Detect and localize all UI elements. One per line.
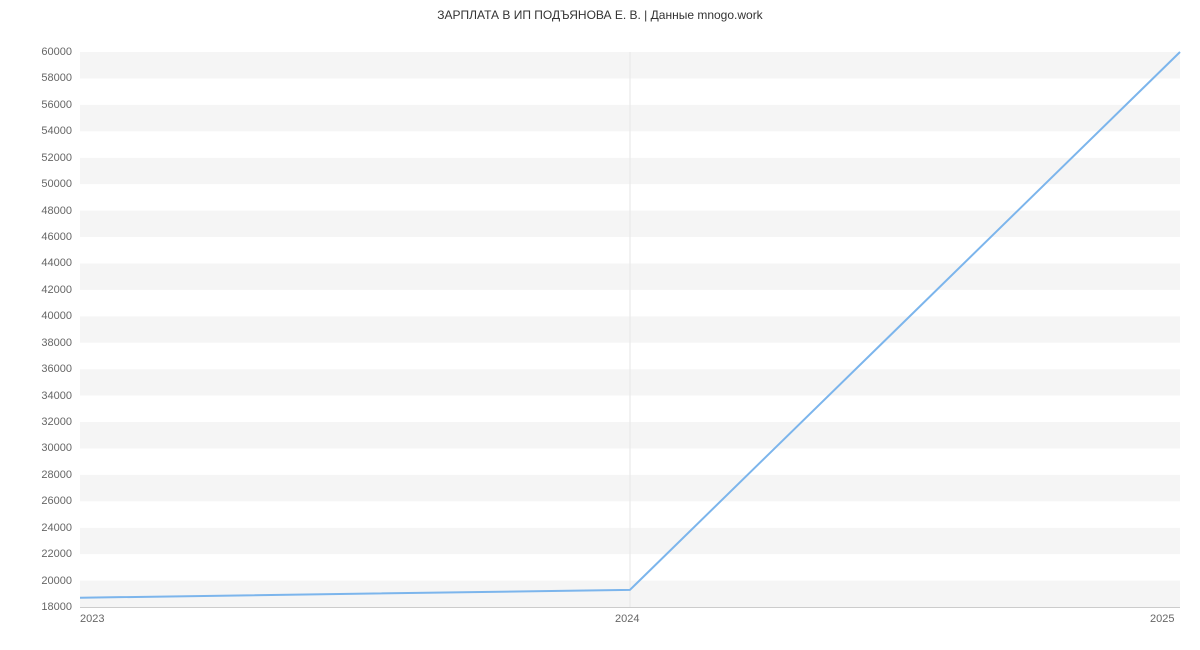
y-tick-label: 40000	[41, 310, 72, 322]
y-tick-label: 46000	[41, 231, 72, 243]
plot-area	[80, 52, 1180, 608]
y-tick-label: 60000	[41, 46, 72, 58]
chart-title: ЗАРПЛАТА В ИП ПОДЪЯНОВА Е. В. | Данные m…	[0, 8, 1200, 22]
y-tick-label: 26000	[41, 495, 72, 507]
y-tick-label: 58000	[41, 72, 72, 84]
y-tick-label: 30000	[41, 442, 72, 454]
y-tick-label: 52000	[41, 152, 72, 164]
plot-svg	[80, 52, 1180, 607]
y-tick-label: 56000	[41, 99, 72, 111]
y-tick-label: 28000	[41, 469, 72, 481]
y-tick-label: 22000	[41, 548, 72, 560]
y-tick-label: 48000	[41, 205, 72, 217]
y-tick-label: 38000	[41, 337, 72, 349]
y-tick-label: 44000	[41, 257, 72, 269]
y-tick-label: 18000	[41, 601, 72, 613]
x-tick-label: 2024	[615, 613, 639, 625]
y-tick-label: 34000	[41, 390, 72, 402]
y-tick-label: 20000	[41, 575, 72, 587]
y-tick-label: 50000	[41, 178, 72, 190]
x-tick-label: 2025	[1150, 613, 1174, 625]
y-tick-label: 36000	[41, 363, 72, 375]
y-tick-label: 54000	[41, 125, 72, 137]
y-tick-label: 32000	[41, 416, 72, 428]
x-tick-label: 2023	[80, 613, 104, 625]
chart-container: ЗАРПЛАТА В ИП ПОДЪЯНОВА Е. В. | Данные m…	[0, 0, 1200, 650]
y-tick-label: 42000	[41, 284, 72, 296]
y-tick-label: 24000	[41, 522, 72, 534]
